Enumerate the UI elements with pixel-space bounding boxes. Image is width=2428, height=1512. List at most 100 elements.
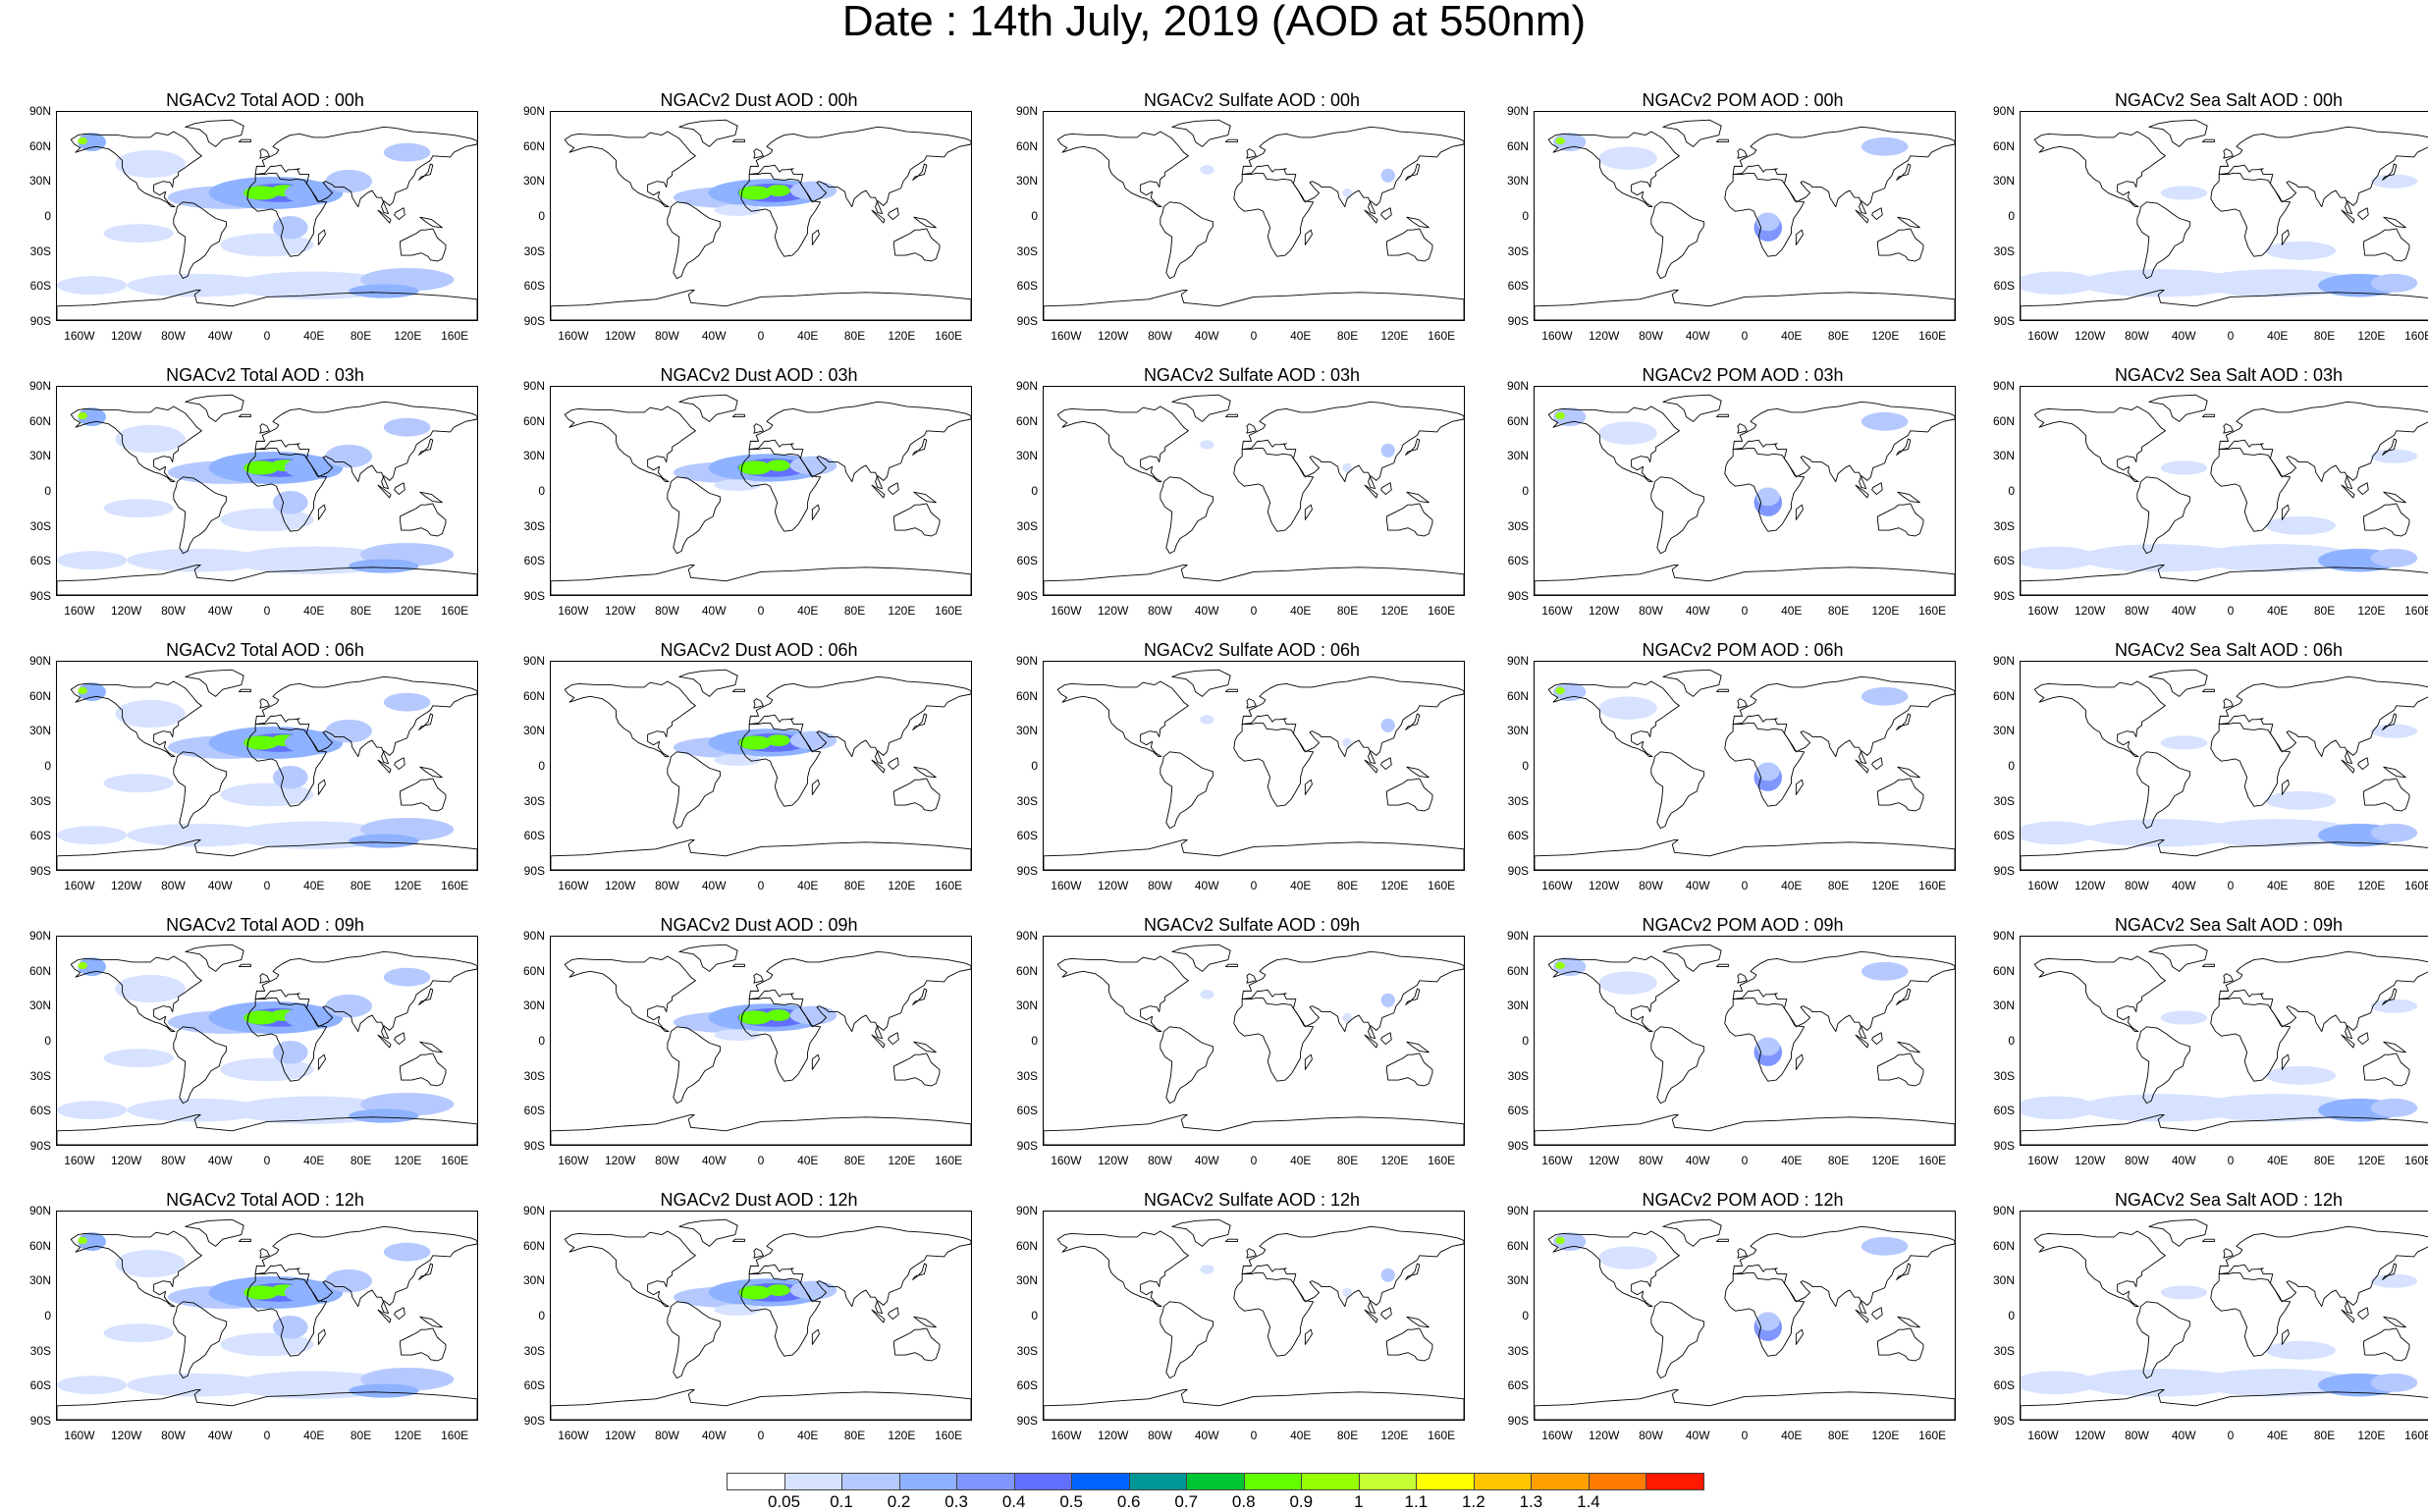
latitude-label: 60S: [1016, 1378, 1038, 1393]
latitude-label: 60S: [1507, 1104, 1529, 1118]
coastline: [888, 207, 899, 221]
colorbar-cell: [1186, 1473, 1245, 1490]
latitude-label: 90S: [1993, 1139, 2015, 1153]
latitude-label: 30N: [1015, 724, 1038, 738]
aod-shading: [103, 1049, 174, 1068]
panel-title: NGACv2 POM AOD : 06h: [1642, 640, 1844, 660]
latitude-label: 0: [1522, 1034, 1529, 1048]
latitude-label: 60S: [1993, 1104, 2015, 1118]
map-panel-sulfate-4: NGACv2 Sulfate AOD : 12h 90N 60N 30N 0 30S 60S…: [1006, 1190, 1497, 1460]
longitude-label: 80E: [1827, 879, 1850, 892]
longitude-label: 120W: [604, 879, 636, 892]
longitude-label: 120W: [1588, 1154, 1620, 1167]
coastline: [667, 201, 721, 280]
longitude-label: 80E: [2313, 879, 2336, 892]
longitude-label: 80W: [2125, 329, 2149, 343]
coastline: [317, 1053, 326, 1070]
coastline: [317, 779, 326, 795]
coastline: [564, 405, 696, 483]
aod-shading: [78, 136, 87, 144]
coastline: [1171, 944, 1231, 972]
longitude-label: 80W: [1639, 604, 1663, 618]
longitude-label: 40W: [701, 879, 727, 892]
coastline: [2210, 447, 2292, 532]
longitude-label: 120E: [394, 329, 422, 343]
aod-shading: [1200, 715, 1214, 725]
coastline: [1405, 163, 1421, 181]
latitude-label: 90S: [523, 589, 545, 603]
longitude-label: 120W: [110, 879, 142, 892]
longitude-label: 0: [2227, 1154, 2235, 1167]
coastline: [1171, 669, 1231, 697]
panel-title: NGACv2 Dust AOD : 06h: [660, 640, 858, 660]
coastline: [2382, 163, 2398, 181]
map-canvas: [2021, 1218, 2428, 1420]
longitude-label: 80W: [1639, 879, 1663, 892]
longitude-label: 80E: [2313, 329, 2336, 343]
latitude-label: 30S: [523, 1068, 545, 1083]
coastline: [1386, 778, 1433, 812]
latitude-label: 60N: [1992, 1238, 2015, 1253]
latitude-label: 30S: [523, 518, 545, 533]
latitude-label: 0: [538, 759, 545, 773]
coastline: [419, 1316, 443, 1328]
coastline: [1737, 423, 1748, 434]
coastline: [740, 172, 822, 257]
aod-shading: [1755, 487, 1780, 507]
coastline: [913, 766, 937, 779]
world-map: [2020, 661, 2428, 871]
latitude-label: 60S: [1016, 829, 1038, 843]
coastline: [1795, 1053, 1804, 1070]
longitude-label: 160E: [935, 1154, 963, 1167]
longitude-label: 80W: [161, 879, 186, 892]
longitude-label: 120W: [110, 1429, 142, 1442]
longitude-label: 160E: [441, 1154, 469, 1167]
aod-shading: [1861, 136, 1909, 156]
coastline: [2136, 751, 2190, 830]
latitude-label: 60S: [29, 279, 51, 294]
aod-shading: [789, 730, 837, 750]
aod-shading: [325, 169, 372, 193]
longitude-label: 40E: [2267, 879, 2289, 892]
coastline: [1233, 1271, 1315, 1357]
longitude-label: 80W: [1639, 1429, 1663, 1442]
coastline: [185, 394, 244, 422]
latitude-label: 90N: [1015, 929, 1038, 943]
latitude-label: 90S: [523, 314, 545, 328]
map-panel-sulfate-3: NGACv2 Sulfate AOD : 09h 90N 60N 30N 0 30S 60S…: [1006, 915, 1497, 1185]
coastline: [238, 138, 251, 143]
coastline: [740, 722, 822, 807]
coastline: [259, 973, 270, 984]
coastline: [1171, 394, 1231, 422]
coastline: [1732, 1225, 1955, 1315]
coastline: [888, 1032, 899, 1046]
latitude-label: 30S: [1507, 1343, 1529, 1358]
panel-title: NGACv2 Total AOD : 06h: [166, 640, 364, 660]
longitude-label: 80E: [350, 1154, 372, 1167]
latitude-label: 30S: [1993, 518, 2015, 533]
longitude-label: 160W: [64, 879, 95, 892]
latitude-label: 60N: [28, 138, 51, 153]
latitude-label: 30S: [29, 793, 51, 808]
colorbar-tick-label: 0.05: [767, 1492, 801, 1511]
coastline: [1224, 688, 1238, 693]
coastline: [1056, 131, 1189, 208]
panel-title: NGACv2 Total AOD : 00h: [166, 90, 364, 110]
coastline: [1044, 289, 1464, 320]
aod-shading: [57, 551, 128, 570]
coastline: [238, 688, 251, 693]
coastline: [1795, 779, 1804, 795]
latitude-label: 90S: [29, 589, 51, 603]
longitude-label: 40W: [1685, 604, 1710, 618]
coastline: [678, 1218, 738, 1247]
longitude-label: 80W: [1148, 1429, 1172, 1442]
coastline: [1662, 1218, 1722, 1247]
longitude-label: 160W: [558, 604, 589, 618]
coastline: [246, 997, 328, 1082]
coastline: [254, 401, 477, 490]
latitude-label: 60S: [1993, 279, 2015, 294]
map-canvas: [1535, 119, 1955, 320]
latitude-label: 90N: [28, 104, 51, 118]
coastline: [57, 1113, 477, 1145]
longitude-label: 120W: [2074, 879, 2106, 892]
